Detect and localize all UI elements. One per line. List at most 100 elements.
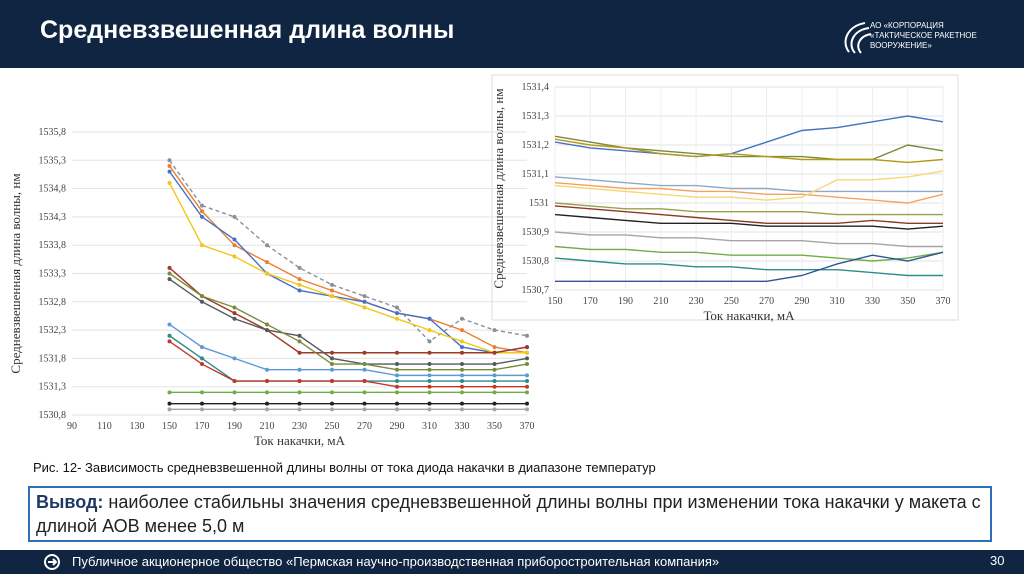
point [362, 407, 367, 412]
logo-line: «ТАКТИЧЕСКОЕ РАКЕТНОЕ [870, 31, 977, 40]
point [330, 379, 334, 384]
y-axis-label: Средневзвешенная длина волны, нм [491, 88, 506, 288]
point [297, 265, 302, 270]
series-line [169, 267, 528, 354]
point [492, 390, 497, 395]
point [427, 362, 432, 367]
point [427, 401, 432, 406]
x-tick-label: 350 [900, 296, 915, 307]
x-tick-label: 150 [162, 421, 177, 432]
point [427, 339, 432, 344]
point [525, 401, 529, 406]
point [492, 350, 497, 355]
series-line [554, 115, 944, 158]
series-line [554, 202, 943, 216]
point [460, 316, 464, 321]
point [362, 367, 367, 372]
point [330, 390, 334, 395]
point [200, 390, 204, 395]
series-line [168, 165, 528, 354]
series-line [554, 205, 943, 224]
point [492, 367, 497, 372]
x-tick-label: 250 [724, 296, 739, 307]
y-tick-label: 1534,8 [39, 184, 67, 195]
series-line [169, 323, 527, 377]
page-number: 30 [990, 553, 1005, 568]
point [460, 367, 464, 372]
point [232, 390, 237, 395]
point [232, 305, 237, 310]
point [395, 407, 399, 412]
point [200, 299, 204, 304]
conclusion: Вывод: наиболее стабильны значения средн… [28, 486, 992, 542]
x-tick-label: 270 [759, 296, 774, 307]
y-tick-label: 1530,8 [522, 256, 550, 267]
point [297, 339, 302, 344]
y-tick-label: 1531,3 [39, 382, 67, 393]
logo-text: АО «КОРПОРАЦИЯ «ТАКТИЧЕСКОЕ РАКЕТНОЕ ВОО… [870, 21, 977, 51]
point [427, 316, 432, 321]
series-line [169, 278, 528, 365]
header: Средневзвешенная длина волны АО «КОРПОРА… [0, 0, 1024, 68]
point [265, 390, 269, 395]
point [297, 333, 302, 338]
point [525, 345, 529, 350]
point [167, 333, 172, 338]
y-axis-label: Средневзвешенная длина волны, нм [8, 173, 23, 373]
point [460, 379, 464, 384]
footer-text: Публичное акционерное общество «Пермская… [72, 554, 720, 569]
point [362, 305, 367, 310]
x-tick-label: 290 [390, 421, 405, 432]
point [395, 305, 399, 310]
series-line [169, 340, 527, 388]
point [167, 277, 172, 282]
point [330, 356, 334, 361]
point [427, 373, 432, 378]
point [492, 401, 497, 406]
point [200, 243, 204, 248]
y-tick-label: 1534,3 [39, 212, 67, 223]
footer-logo [44, 554, 60, 570]
point [362, 350, 367, 355]
point [330, 407, 334, 412]
logo [844, 22, 872, 54]
point [167, 271, 172, 276]
y-tick-label: 1530,8 [39, 410, 67, 421]
point [460, 401, 464, 406]
x-tick-label: 190 [227, 421, 242, 432]
point [460, 373, 464, 378]
series-line [554, 231, 943, 248]
point [265, 271, 269, 276]
series-line [554, 176, 943, 193]
point [525, 333, 529, 338]
point [460, 390, 464, 395]
point [525, 362, 529, 367]
point [395, 390, 399, 395]
point [167, 339, 172, 344]
title: Средневзвешенная длина волны [40, 16, 455, 44]
point [525, 384, 529, 389]
point [297, 288, 302, 293]
point [232, 407, 237, 412]
y-tick-label: 1535,8 [39, 127, 67, 138]
point [297, 367, 302, 372]
point [297, 282, 302, 287]
point [362, 379, 367, 384]
point [330, 367, 334, 372]
point [525, 407, 529, 412]
point [330, 401, 334, 406]
point [427, 407, 432, 412]
series-line [554, 213, 944, 230]
point [460, 345, 464, 350]
x-axis-label: Ток накачки, мА [703, 308, 795, 323]
y-tick-label: 1531,2 [522, 140, 550, 151]
x-tick-label: 370 [936, 296, 951, 307]
point [492, 362, 497, 367]
point [427, 350, 432, 355]
point [200, 209, 204, 214]
point [395, 311, 399, 316]
point [167, 322, 172, 327]
charts: 1530,8 1531,3 1531,8 1532,3 1532,8 1533,3 1533… [8, 74, 959, 448]
point [297, 390, 302, 395]
y-tick-label: 1533,3 [39, 269, 67, 280]
